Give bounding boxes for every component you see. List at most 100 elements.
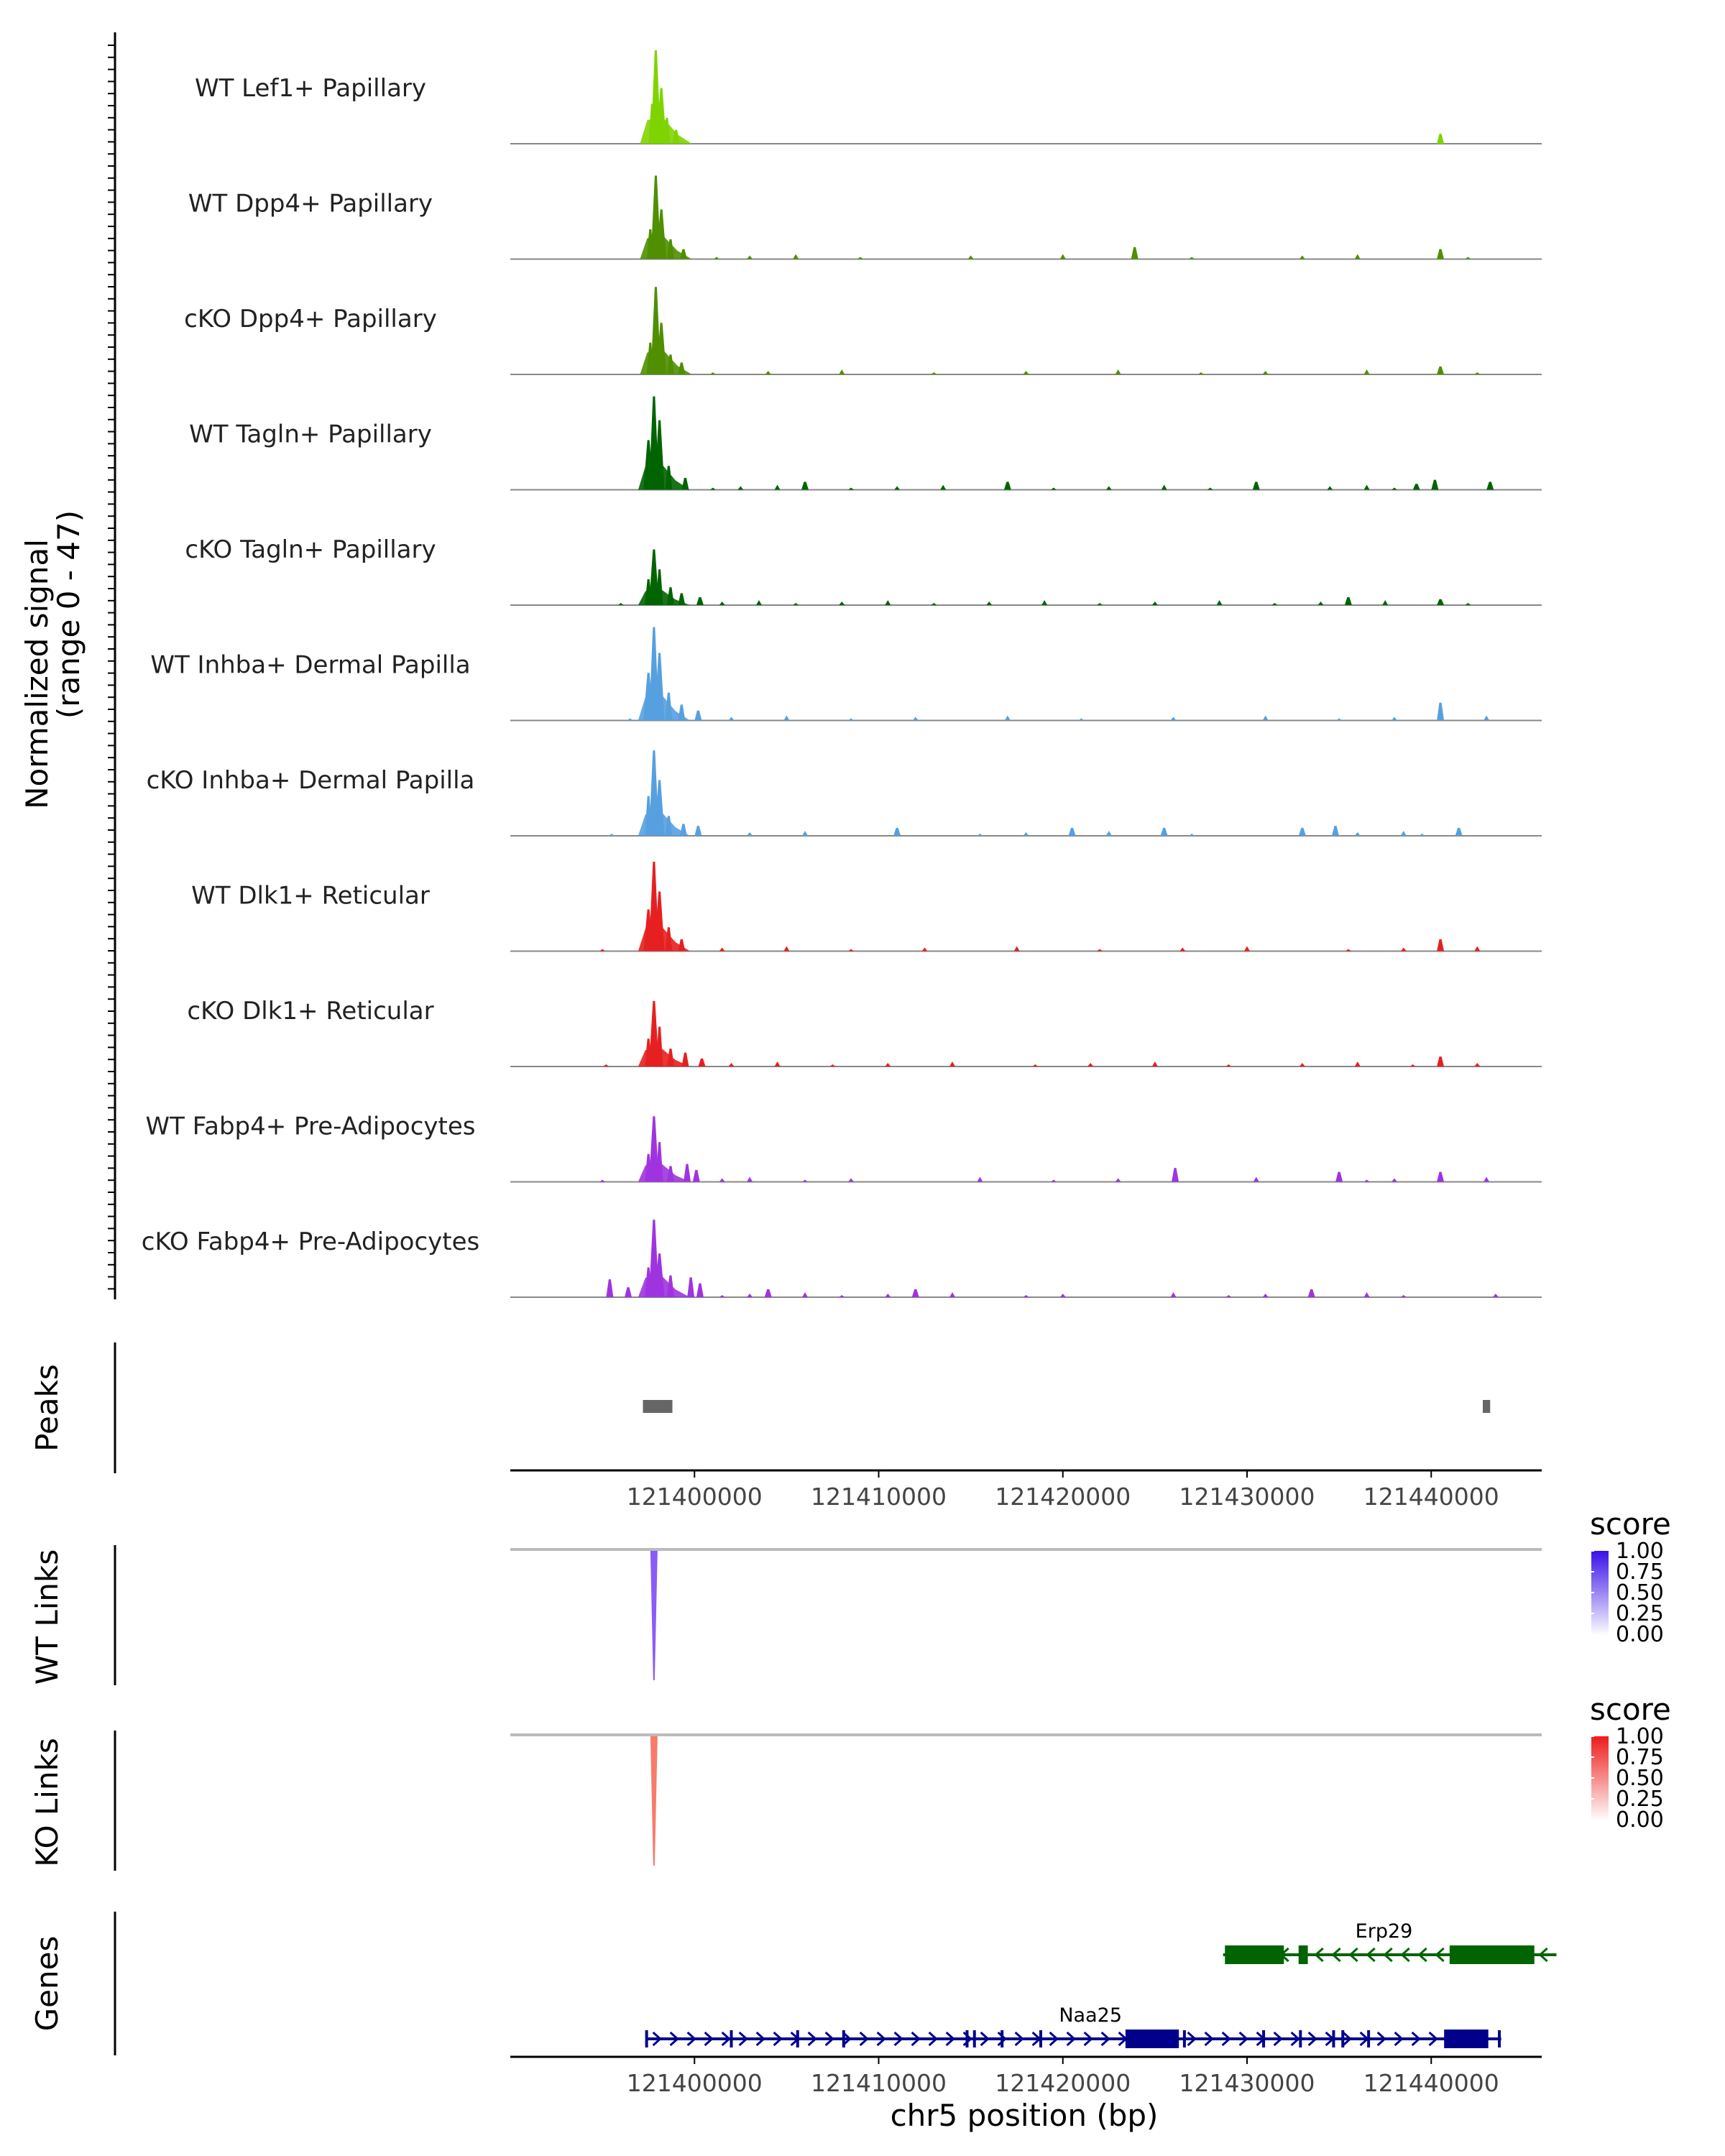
signal-bump — [599, 949, 606, 952]
signal-peak — [893, 827, 901, 836]
signal-bump — [802, 1179, 808, 1182]
signal-peak — [1437, 249, 1445, 259]
exon-block — [1225, 1945, 1284, 1964]
strand-chevron — [893, 2031, 903, 2047]
signal-bump — [728, 1063, 735, 1067]
strand-chevron — [1376, 2031, 1386, 2047]
signal-peak — [606, 1279, 614, 1297]
signal-bump — [977, 834, 983, 836]
signal-bump — [1354, 832, 1361, 836]
signal-bump — [940, 484, 947, 490]
signal-peak — [1455, 827, 1463, 836]
signal-bump — [1225, 1295, 1232, 1297]
track-label: cKO Dpp4+ Papillary — [184, 305, 437, 333]
signal-peak — [1431, 479, 1439, 490]
gene-model: Erp29 — [1223, 1920, 1557, 1964]
signal-bump — [1097, 949, 1103, 952]
signal-peak — [684, 1164, 691, 1182]
signal-bump — [885, 1294, 891, 1297]
signal-peak — [1068, 827, 1076, 836]
signal-peak — [1131, 247, 1138, 259]
signal-shoulder — [638, 588, 690, 605]
signal-peak — [1332, 826, 1339, 836]
signal-bump — [747, 255, 753, 259]
signal-peak — [687, 1277, 695, 1297]
track-label: cKO Tagln+ Papillary — [185, 535, 436, 564]
signal-bump — [949, 1061, 955, 1067]
signal-peak — [1437, 366, 1445, 374]
signal-bump — [1382, 600, 1389, 605]
x-axis-bottom-tick-label: 121400000 — [627, 2069, 763, 2097]
signal-bump — [1105, 831, 1112, 836]
strand-chevron — [1273, 2031, 1283, 2047]
signal-bump — [747, 1294, 753, 1297]
strand-chevron — [1314, 1947, 1324, 1963]
coverage-track: WT Lef1+ Papillary — [195, 50, 1542, 144]
signal-bump — [1170, 1292, 1177, 1297]
signal-peak — [1486, 482, 1494, 490]
signal-peak — [1412, 484, 1420, 490]
signal-bump — [1059, 254, 1066, 259]
legend-tick-label: 0.25 — [1616, 1787, 1664, 1812]
gene-models: Erp29 Naa25 — [645, 1920, 1557, 2048]
signal-bump — [599, 1179, 606, 1182]
signal-bump — [1354, 1061, 1361, 1067]
strand-chevron — [1538, 1947, 1548, 1963]
signal-bump — [737, 486, 744, 490]
strand-chevron — [1348, 1947, 1358, 1963]
strand-chevron — [842, 2031, 852, 2047]
strand-chevron — [721, 2031, 731, 2047]
signal-bump — [1271, 603, 1278, 605]
strand-chevron — [773, 2031, 783, 2047]
x-axis-top-tick-label: 121430000 — [1179, 1483, 1315, 1511]
x-axis-top-tick-label: 121440000 — [1363, 1483, 1499, 1511]
strand-chevron — [755, 2031, 765, 2047]
signal-peak — [1172, 1168, 1179, 1182]
signal-bump — [1151, 1061, 1158, 1067]
signal-bump — [1087, 1063, 1094, 1067]
signal-peak — [1160, 827, 1168, 836]
strand-chevron — [997, 2031, 1007, 2047]
strand-chevron — [1204, 2031, 1214, 2047]
coverage-track: WT Inhba+ Dermal Papilla — [150, 627, 1542, 722]
signal-bump — [1197, 372, 1204, 374]
genes-label: Genes — [29, 1936, 65, 2032]
signal-bump — [714, 257, 719, 259]
signal-peak — [625, 1287, 632, 1297]
signal-bump — [1392, 1178, 1397, 1182]
signal-bump — [1317, 602, 1324, 605]
coverage-ylabel-line2: (range 0 - 47) — [51, 510, 86, 719]
strand-chevron — [1083, 2031, 1093, 2047]
signal-peak — [681, 1052, 689, 1067]
signal-peak — [698, 1058, 706, 1067]
x-axis-bottom-tick-label: 121410000 — [811, 2069, 947, 2097]
signal-bump — [1299, 1063, 1305, 1067]
signal-bump — [1363, 484, 1370, 490]
gene-model: Naa25 — [645, 2004, 1501, 2048]
signal-bump — [709, 487, 716, 490]
signal-bump — [709, 372, 716, 374]
link-arc — [650, 1736, 658, 1866]
strand-chevron — [1400, 1947, 1410, 1963]
signal-bump — [793, 603, 799, 605]
signal-bump — [839, 369, 845, 374]
signal-bump — [728, 717, 735, 721]
signal-bump — [1492, 1294, 1499, 1297]
signal-bump — [967, 255, 974, 259]
track-label: cKO Fabp4+ Pre-Adipocytes — [142, 1227, 480, 1256]
links-label: KO Links — [29, 1738, 65, 1867]
signal-bump — [1013, 946, 1020, 952]
signal-bump — [1161, 484, 1167, 490]
strand-chevron — [686, 2031, 696, 2047]
strand-chevron — [1383, 1947, 1393, 1963]
signal-bump — [1262, 371, 1269, 374]
signal-bump — [848, 1178, 855, 1182]
signal-bump — [1179, 947, 1186, 952]
peak-regions — [643, 1400, 1491, 1413]
signal-bump — [1105, 486, 1112, 490]
signal-bump — [783, 715, 790, 721]
strand-chevron — [980, 2031, 990, 2047]
signal-bump — [1023, 1295, 1029, 1297]
signal-bump — [765, 371, 771, 374]
